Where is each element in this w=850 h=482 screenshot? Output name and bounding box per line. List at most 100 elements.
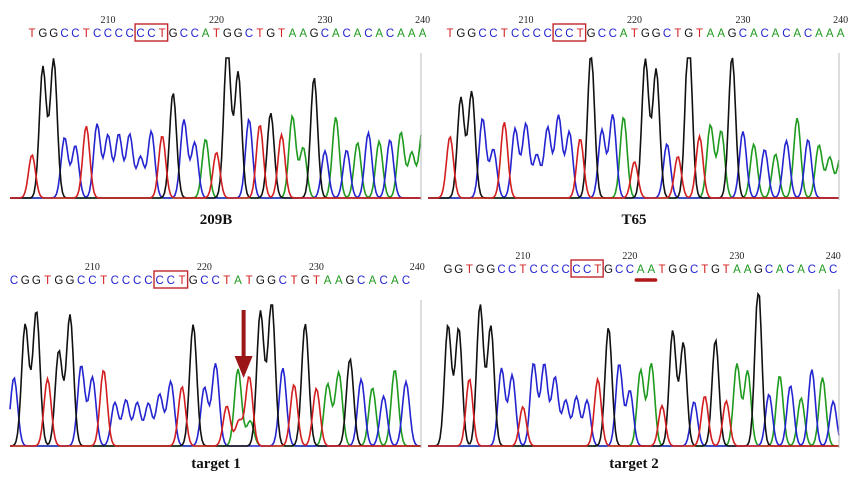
base-call-C: C: [136, 28, 144, 40]
base-call-G: G: [456, 28, 465, 40]
panel-label: target 1: [191, 456, 241, 472]
base-call-A: A: [620, 28, 628, 40]
base-call-C: C: [543, 28, 551, 40]
trace-C: [9, 363, 422, 447]
base-call-C: C: [115, 28, 123, 40]
base-call-T: T: [256, 28, 263, 40]
base-call-C: C: [155, 275, 163, 287]
base-call-C: C: [626, 264, 634, 276]
base-call-A: A: [354, 28, 362, 40]
position-tick-label: 240: [826, 251, 841, 262]
base-call-G: G: [310, 28, 319, 40]
base-call-C: C: [147, 28, 155, 40]
base-call-C: C: [10, 275, 18, 287]
base-call-A: A: [332, 28, 340, 40]
base-call-T: T: [246, 275, 253, 287]
base-call-C: C: [598, 28, 606, 40]
base-call-T: T: [631, 28, 638, 40]
base-call-T: T: [658, 264, 665, 276]
base-call-C: C: [88, 275, 96, 287]
base-call-G: G: [267, 275, 276, 287]
base-call-A: A: [717, 28, 725, 40]
trace-T: [428, 122, 839, 199]
base-call-C: C: [167, 275, 175, 287]
base-call-C: C: [379, 275, 387, 287]
base-call-C: C: [565, 28, 573, 40]
base-call-A: A: [772, 28, 780, 40]
base-call-C: C: [511, 28, 519, 40]
base-call-T: T: [223, 275, 230, 287]
base-call-G: G: [346, 275, 355, 287]
base-call-A: A: [397, 28, 405, 40]
base-call-C: C: [245, 28, 253, 40]
base-call-G: G: [38, 28, 47, 40]
base-call-C: C: [765, 264, 773, 276]
base-call-T: T: [446, 28, 453, 40]
base-call-A: A: [391, 275, 399, 287]
base-call-C: C: [829, 264, 837, 276]
base-call-G: G: [189, 275, 198, 287]
position-tick-label: 230: [735, 15, 750, 26]
base-call-C: C: [211, 275, 219, 287]
base-call-A: A: [837, 28, 845, 40]
base-call-C: C: [583, 264, 591, 276]
base-call-G: G: [49, 28, 58, 40]
base-call-T: T: [100, 275, 107, 287]
base-call-G: G: [476, 264, 485, 276]
base-call-T: T: [594, 264, 601, 276]
base-call-C: C: [200, 275, 208, 287]
base-call-G: G: [32, 275, 41, 287]
base-call-T: T: [723, 264, 730, 276]
base-call-A: A: [826, 28, 834, 40]
base-call-C: C: [572, 264, 580, 276]
base-call-C: C: [497, 264, 505, 276]
position-tick-label: 220: [209, 15, 224, 26]
base-call-G: G: [223, 28, 232, 40]
base-call-C: C: [125, 28, 133, 40]
base-call-G: G: [728, 28, 737, 40]
trace-G: [428, 291, 839, 447]
base-call-C: C: [402, 275, 410, 287]
base-call-T: T: [577, 28, 584, 40]
base-call-A: A: [744, 264, 752, 276]
base-call-G: G: [21, 275, 30, 287]
base-call-G: G: [169, 28, 178, 40]
base-call-C: C: [782, 28, 790, 40]
base-call-G: G: [301, 275, 310, 287]
base-call-C: C: [690, 264, 698, 276]
position-tick-label: 230: [317, 15, 332, 26]
position-tick-label: 230: [309, 262, 324, 273]
base-call-C: C: [808, 264, 816, 276]
base-call-T: T: [466, 264, 473, 276]
base-call-T: T: [159, 28, 166, 40]
base-call-G: G: [652, 28, 661, 40]
base-call-A: A: [793, 28, 801, 40]
base-call-G: G: [454, 264, 463, 276]
chromatogram-panel-t65: 210 220 230 240 T G G C C T C C C C C C T G C C A T G G C T G T A A G C…: [428, 8, 848, 240]
base-call-A: A: [419, 28, 427, 40]
base-call-A: A: [750, 28, 758, 40]
chromatogram-panel-target-2: 210 220 230 240 G G T G G C C T C C C C C C T G C C A A T G G C T G T A…: [428, 244, 841, 476]
base-call-G: G: [711, 264, 720, 276]
position-tick-label: 240: [833, 15, 848, 26]
base-call-C: C: [357, 275, 365, 287]
base-call-A: A: [234, 275, 242, 287]
base-call-G: G: [66, 275, 75, 287]
trace-T: [428, 376, 839, 447]
base-call-C: C: [489, 28, 497, 40]
base-call-T: T: [213, 28, 220, 40]
position-tick-label: 230: [729, 251, 744, 262]
base-call-C: C: [760, 28, 768, 40]
base-call-C: C: [342, 28, 350, 40]
base-call-C: C: [279, 275, 287, 287]
pam-highlight-box: [570, 259, 604, 278]
trace-G: [428, 56, 839, 199]
base-call-G: G: [444, 264, 453, 276]
base-call-C: C: [533, 28, 541, 40]
pam-highlight-box: [134, 23, 169, 42]
base-call-A: A: [369, 275, 377, 287]
base-call-C: C: [786, 264, 794, 276]
base-call-G: G: [604, 264, 613, 276]
